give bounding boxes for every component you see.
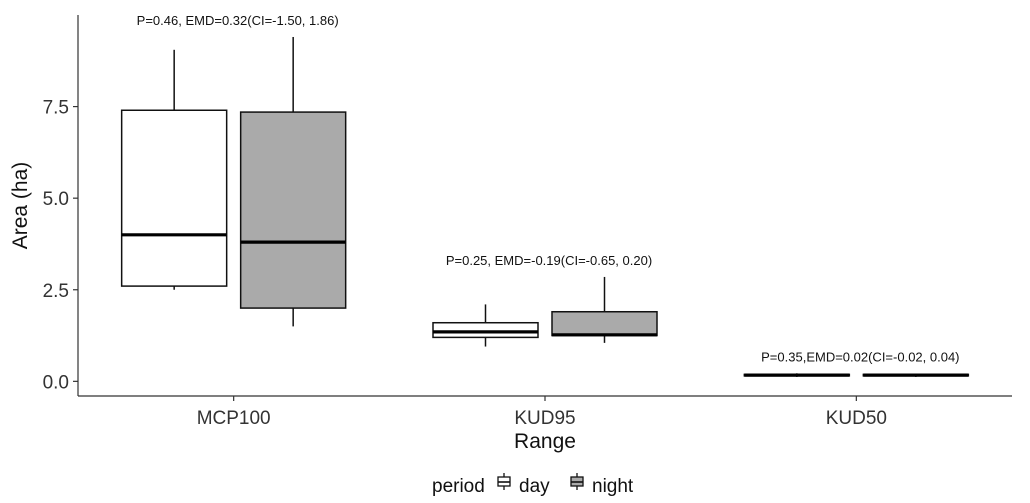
- y-tick-label: 7.5: [43, 98, 69, 119]
- legend-label-night: night: [592, 476, 634, 497]
- box-day-kud50: [743, 373, 851, 377]
- x-axis-title: Range: [514, 430, 576, 453]
- y-tick-label: 2.5: [43, 281, 69, 302]
- axes: 0.0 2.5 5.0 7.5 MCP100 KUD95 KUD50: [43, 15, 1012, 429]
- plot-area: P=0.46, EMD=0.32(CI=-1.50, 1.86) P=0.25, …: [120, 13, 970, 377]
- legend-title: period: [432, 476, 485, 497]
- annotation-kud50: P=0.35,EMD=0.02(CI=-0.02, 0.04): [761, 349, 959, 364]
- box-night-mcp100: [239, 36, 347, 327]
- legend-key-day: [497, 473, 511, 490]
- box-night-kud50: [862, 373, 970, 377]
- x-tick-label: MCP100: [197, 408, 271, 429]
- annotation-kud95: P=0.25, EMD=-0.19(CI=-0.65, 0.20): [446, 253, 652, 268]
- box-iqr: [120, 109, 228, 287]
- box-night-kud95: [551, 276, 658, 343]
- x-tick-label: KUD50: [826, 408, 887, 429]
- box-iqr: [551, 310, 658, 337]
- x-tick-label: KUD95: [514, 408, 575, 429]
- box-iqr: [239, 111, 347, 309]
- y-axis-title: Area (ha): [9, 162, 32, 250]
- annotation-mcp100: P=0.46, EMD=0.32(CI=-1.50, 1.86): [137, 13, 339, 28]
- box-day-kud95: [432, 304, 539, 347]
- legend: period day night: [432, 473, 634, 497]
- y-tick-label: 5.0: [43, 189, 69, 210]
- box-iqr: [432, 321, 539, 339]
- legend-label-day: day: [519, 476, 550, 497]
- box-day-mcp100: [120, 49, 228, 290]
- y-tick-label: 0.0: [43, 372, 69, 393]
- legend-key-night: [570, 473, 584, 490]
